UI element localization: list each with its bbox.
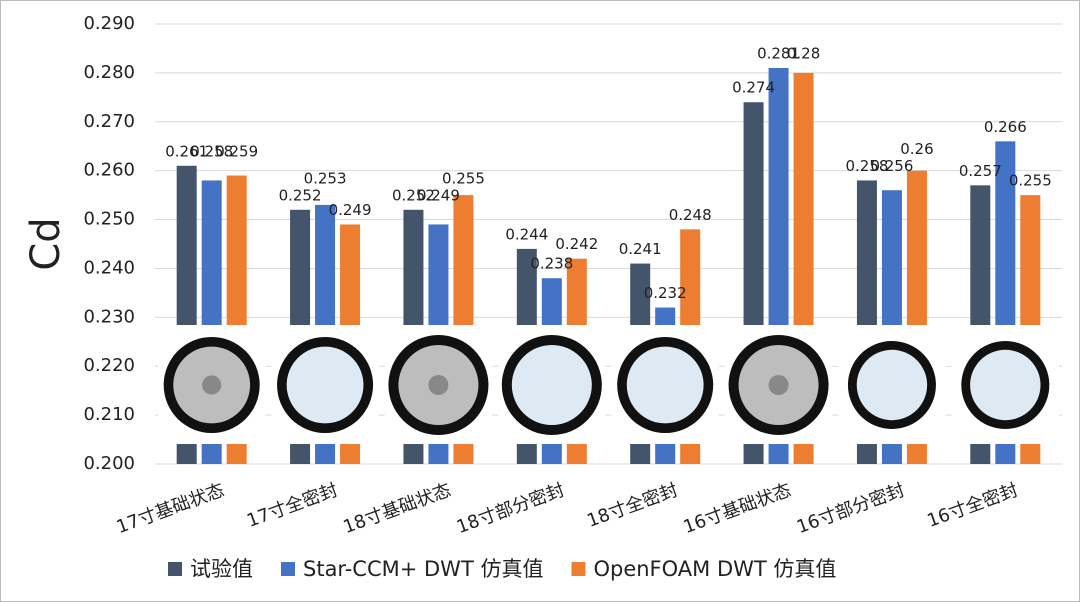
y-tick-label: 0.230	[83, 306, 135, 327]
rim	[970, 349, 1041, 421]
value-label: 0.258	[190, 142, 233, 160]
value-label: 0.242	[555, 235, 598, 253]
value-label: 0.232	[644, 284, 687, 302]
legend-swatch	[168, 562, 182, 576]
rim	[511, 345, 592, 425]
value-label: 0.259	[215, 142, 258, 160]
y-tick-label: 0.250	[83, 209, 135, 230]
value-label: 0.249	[329, 201, 372, 219]
value-label: 0.266	[984, 118, 1027, 136]
value-label: 0.241	[619, 240, 662, 258]
y-tick-label: 0.240	[83, 257, 135, 278]
value-label: 0.274	[732, 79, 775, 97]
y-tick-label: 0.280	[83, 62, 135, 83]
value-label: 0.238	[530, 255, 573, 273]
y-tick-label: 0.220	[83, 355, 135, 376]
value-label: 0.244	[505, 225, 548, 243]
legend-label: Star-CCM+ DWT 仿真值	[303, 557, 543, 581]
y-tick-label: 0.200	[83, 453, 135, 474]
value-label: 0.249	[417, 186, 460, 204]
value-label: 0.253	[304, 169, 347, 187]
value-label: 0.281	[757, 45, 800, 63]
legend-swatch	[281, 562, 295, 576]
value-label: 0.255	[442, 169, 485, 187]
y-tick-label: 0.260	[83, 160, 135, 181]
y-tick-label: 0.210	[83, 404, 135, 425]
value-label: 0.248	[669, 206, 712, 224]
value-label: 0.28	[787, 45, 820, 63]
y-tick-label: 0.290	[83, 13, 135, 34]
rim	[286, 346, 364, 424]
value-label: 0.255	[1009, 172, 1052, 190]
value-label: 0.261	[165, 142, 208, 160]
legend-swatch	[571, 562, 586, 576]
hub	[768, 375, 789, 395]
value-label: 0.257	[959, 162, 1002, 180]
value-label: 0.258	[845, 157, 888, 175]
y-tick-label: 0.270	[83, 111, 135, 132]
value-label: 0.252	[279, 186, 322, 204]
y-axis-label: Cd	[23, 217, 69, 270]
rim	[856, 349, 928, 421]
value-label: 0.256	[870, 157, 913, 175]
legend-label: OpenFOAM DWT 仿真值	[593, 557, 836, 581]
legend-label: 试验值	[190, 557, 253, 581]
hub	[428, 375, 449, 395]
hub	[202, 375, 222, 395]
rim	[626, 346, 704, 424]
value-label: 0.252	[392, 186, 435, 204]
value-label: 0.26	[900, 140, 933, 158]
